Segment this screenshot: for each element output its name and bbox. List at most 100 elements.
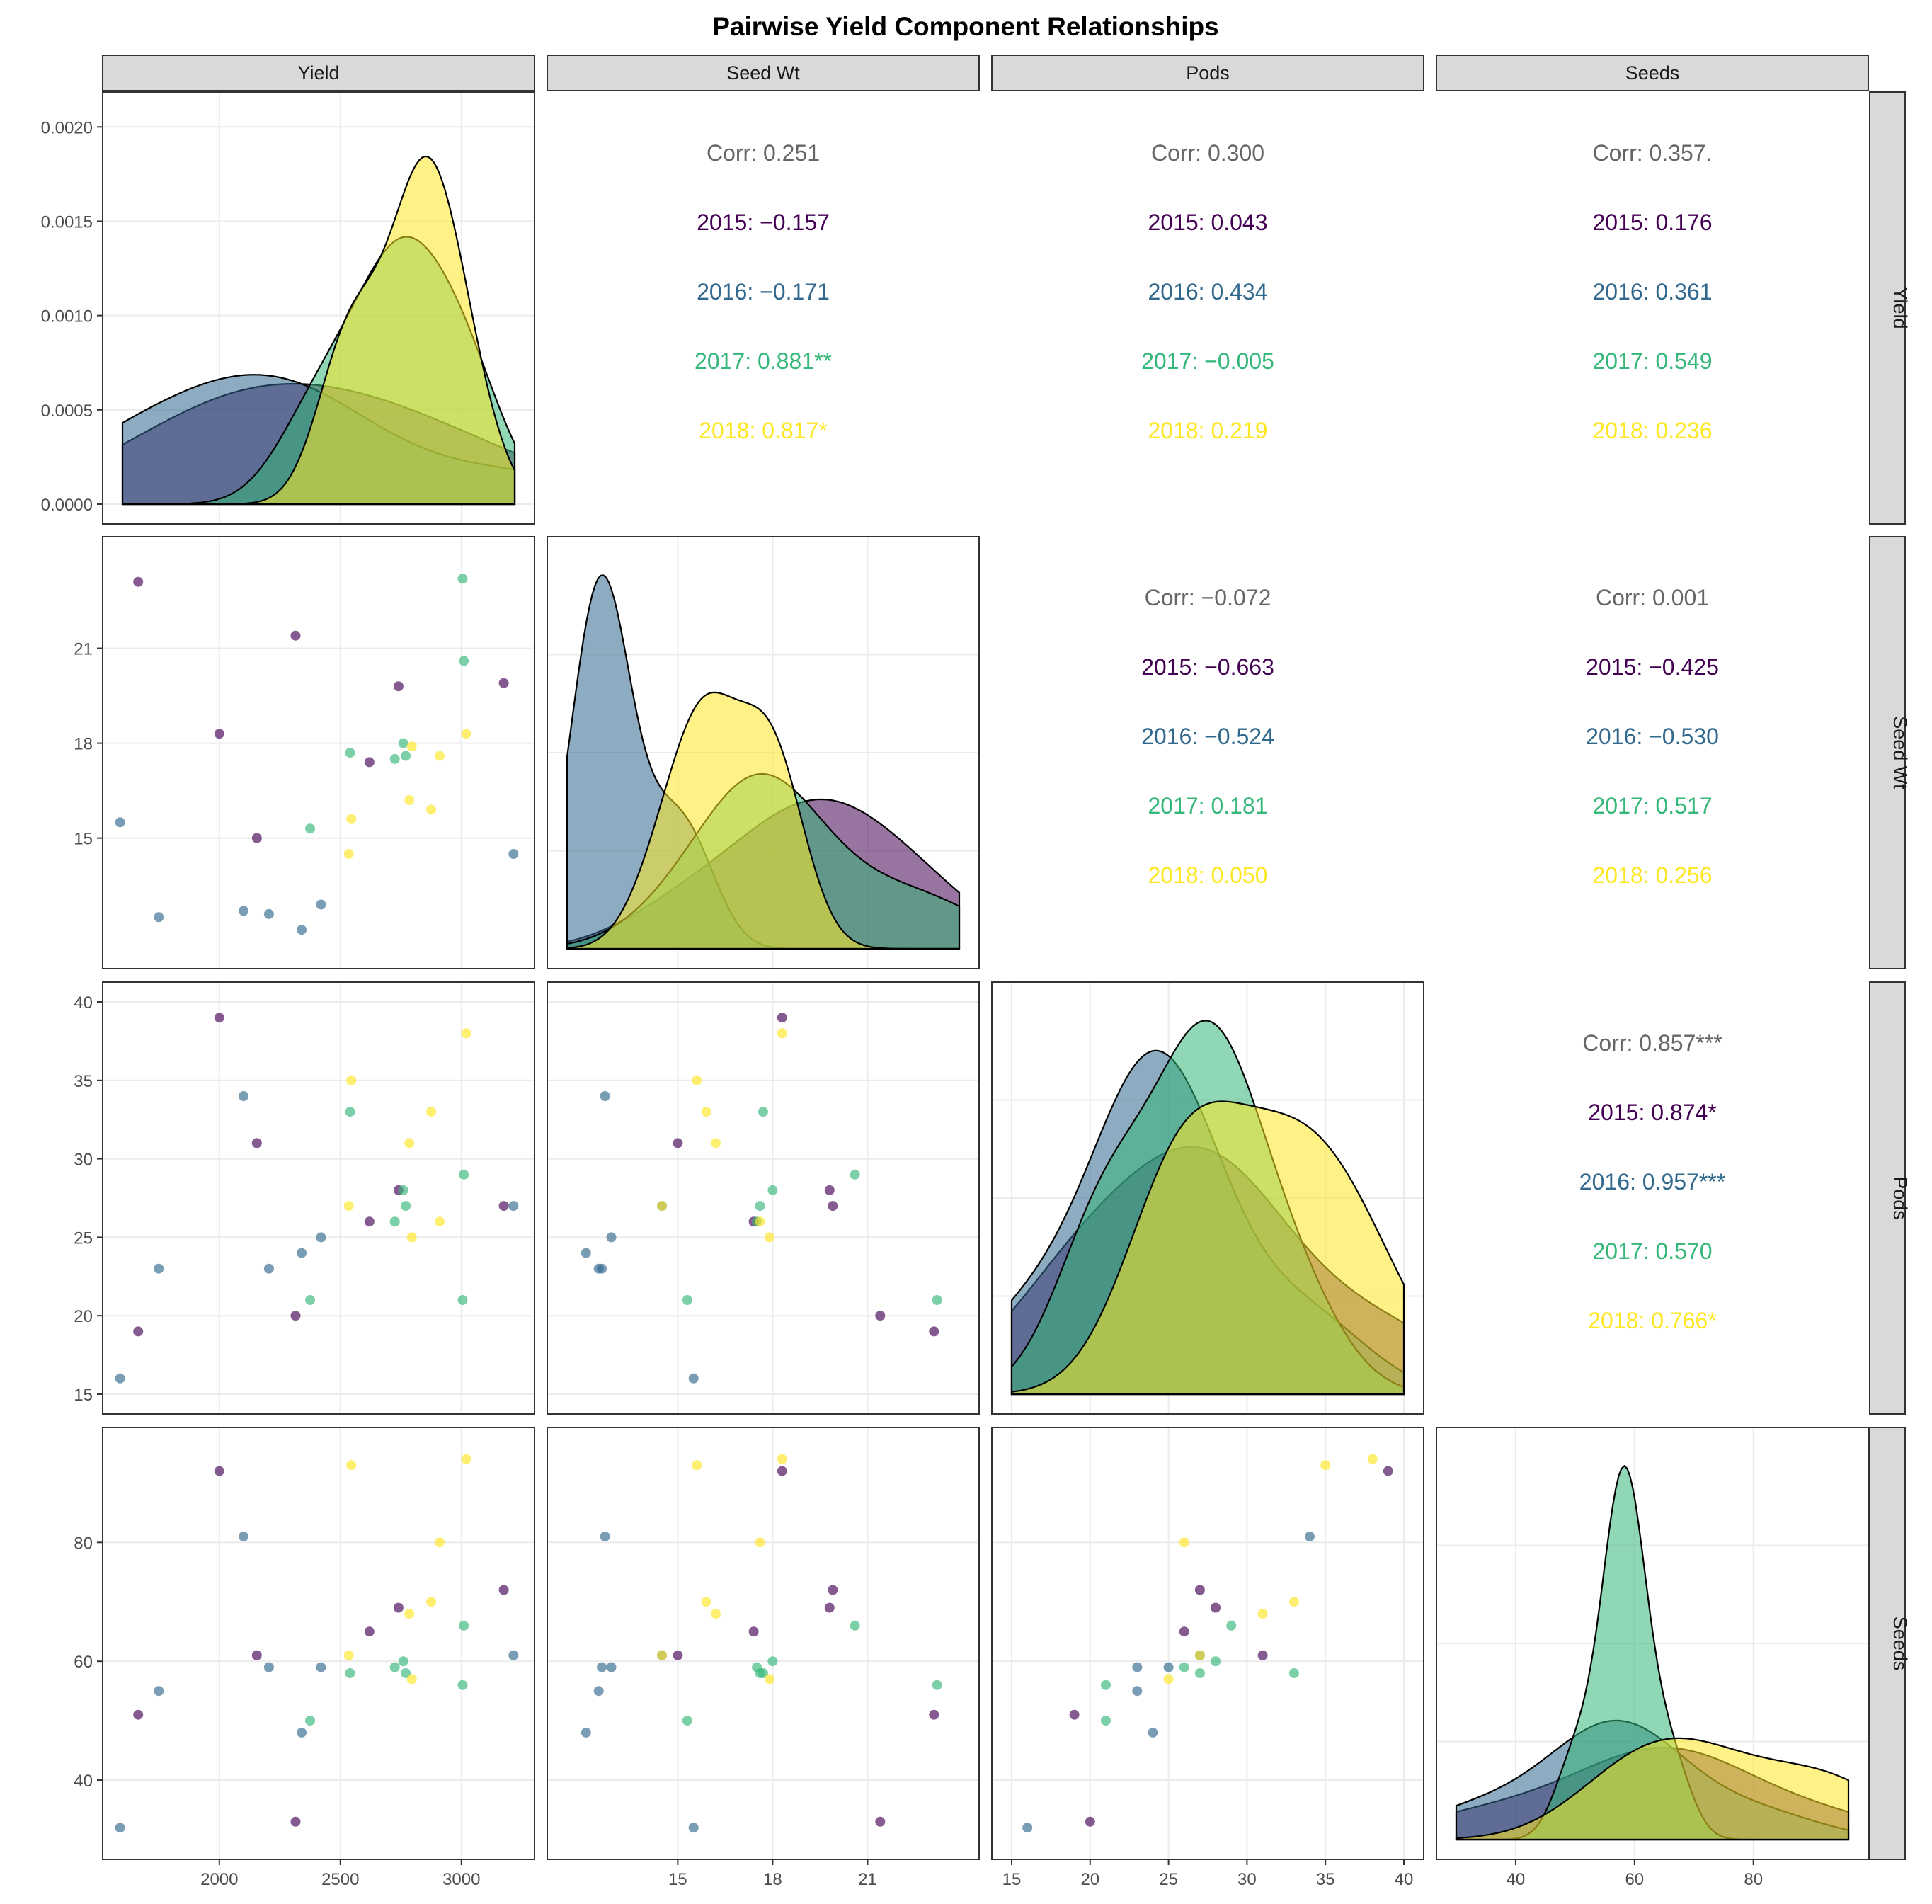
- correlation-text-2016: 2016: −0.524: [1141, 724, 1274, 749]
- scatter-point-2016: [115, 817, 125, 828]
- scatter-point-2015: [1179, 1626, 1189, 1637]
- x-tick-label: 35: [1316, 1870, 1335, 1889]
- y-tick-label: 0.0015: [41, 212, 93, 232]
- scatter-point-2015: [393, 681, 404, 692]
- scatter-point-2015: [214, 1466, 224, 1476]
- y-tick-label: 40: [74, 1772, 93, 1791]
- y-tick-label: 30: [74, 1151, 93, 1170]
- scatter-panel: [102, 981, 535, 1415]
- panel-border: [102, 536, 535, 969]
- x-tick-label: 2000: [200, 1870, 238, 1889]
- scatter-point-2018: [657, 1201, 667, 1212]
- column-strip: [991, 55, 1424, 91]
- scatter-point-2017: [457, 1295, 468, 1305]
- panel-border: [1436, 1427, 1869, 1860]
- scatter-point-2018: [711, 1138, 721, 1148]
- scatter-point-2015: [364, 757, 375, 768]
- correlation-panel: Corr: −0.072 2015: −0.663 2016: −0.524 2017…: [1141, 585, 1274, 888]
- scatter-point-2017: [398, 1656, 408, 1667]
- scatter-point-2017: [1288, 1668, 1299, 1678]
- density-panel: [547, 536, 980, 969]
- density-curve-2018: [122, 155, 516, 506]
- panel-background: [547, 1427, 979, 1859]
- correlation-text-2016: 2016: 0.361: [1592, 279, 1712, 304]
- scatter-point-2015: [929, 1709, 939, 1720]
- scatter-point-2016: [263, 1263, 274, 1274]
- panel-border: [991, 1427, 1424, 1860]
- scatter-point-2016: [154, 1263, 164, 1274]
- scatter-point-2017: [457, 1680, 468, 1690]
- scatter-point-2016: [597, 1662, 607, 1672]
- x-tick-label: 30: [1237, 1870, 1257, 1889]
- scatter-point-2018: [404, 1138, 415, 1148]
- x-tick-label: 15: [1002, 1870, 1022, 1889]
- scatter-point-2015: [498, 1585, 509, 1595]
- correlation-text-2018: 2018: 0.050: [1148, 862, 1267, 888]
- scatter-point-2016: [600, 1091, 610, 1101]
- y-tick-label: 18: [74, 735, 93, 754]
- correlation-panel: Corr: 0.857*** 2015: 0.874* 2016: 0.957***…: [1579, 1030, 1725, 1333]
- scatter-point-2015: [777, 1013, 787, 1023]
- scatter-point-2016: [239, 1531, 248, 1541]
- correlation-text-2017: 2017: 0.549: [1592, 348, 1712, 374]
- panel-border: [547, 1427, 980, 1860]
- scatter-point-2018: [777, 1454, 787, 1464]
- scatter-point-2016: [154, 912, 164, 923]
- row-strip-label: Seeds: [1890, 1617, 1911, 1671]
- scatter-point-2016: [1022, 1823, 1033, 1833]
- scatter-point-2018: [657, 1650, 667, 1660]
- scatter-point-2016: [1132, 1686, 1143, 1697]
- scatter-point-2018: [1194, 1650, 1205, 1660]
- x-tick-label: 60: [1625, 1870, 1644, 1889]
- scatter-point-2016: [115, 1823, 125, 1833]
- panel-border: [991, 981, 1424, 1415]
- scatter-point-2015: [1085, 1816, 1095, 1827]
- scatter-point-2016: [581, 1248, 591, 1258]
- y-tick-label: 25: [74, 1229, 93, 1248]
- scatter-point-2016: [316, 1662, 326, 1672]
- column-strip-label: Pods: [1186, 62, 1230, 84]
- panel-background: [547, 982, 979, 1414]
- scatter-point-2017: [389, 753, 400, 764]
- column-strip-label: Seeds: [1625, 62, 1680, 84]
- panel-border: [102, 981, 535, 1415]
- scatter-point-2016: [115, 1373, 125, 1384]
- correlation-panel: Corr: 0.001 2015: −0.425 2016: −0.530 2017:…: [1586, 585, 1719, 888]
- scatter-point-2018: [346, 1460, 357, 1471]
- y-tick-label: 35: [74, 1072, 93, 1091]
- scatter-point-2017: [305, 1716, 315, 1726]
- scatter-point-2018: [404, 1609, 415, 1619]
- panel-background: [992, 1427, 1424, 1859]
- row-strip: [1869, 91, 1906, 525]
- y-tick-label: 40: [74, 993, 93, 1013]
- scatter-point-2015: [498, 1201, 509, 1212]
- scatter-point-2018: [435, 1216, 445, 1227]
- correlation-text-overall: Corr: 0.251: [707, 140, 820, 166]
- scatter-panel: [547, 1427, 980, 1860]
- scatter-point-2018: [692, 1460, 702, 1471]
- y-tick-label: 60: [74, 1653, 93, 1672]
- correlation-text-2015: 2015: 0.043: [1148, 210, 1267, 235]
- scatter-point-2015: [748, 1626, 759, 1637]
- scatter-point-2018: [1320, 1460, 1331, 1471]
- scatter-point-2016: [508, 1201, 519, 1212]
- scatter-point-2015: [1194, 1585, 1205, 1595]
- scatter-point-2017: [459, 1169, 469, 1180]
- scatter-panel: [102, 1427, 535, 1860]
- scatter-point-2015: [290, 630, 301, 641]
- scatter-point-2015: [393, 1602, 404, 1613]
- scatter-point-2018: [343, 849, 354, 859]
- scatter-point-2015: [824, 1185, 835, 1195]
- x-tick-label: 2500: [321, 1870, 359, 1889]
- scatter-point-2015: [251, 1650, 262, 1660]
- correlation-text-2016: 2016: 0.434: [1148, 279, 1267, 304]
- correlation-panel: Corr: 0.300 2015: 0.043 2016: 0.434 2017: −…: [1141, 140, 1274, 443]
- scatter-point-2018: [755, 1537, 765, 1548]
- x-tick-label: 80: [1744, 1870, 1763, 1889]
- scatter-point-2018: [404, 795, 415, 805]
- scatter-point-2016: [606, 1662, 617, 1672]
- scatter-point-2017: [457, 574, 468, 584]
- scatter-point-2016: [297, 925, 307, 935]
- scatter-point-2016: [297, 1248, 307, 1258]
